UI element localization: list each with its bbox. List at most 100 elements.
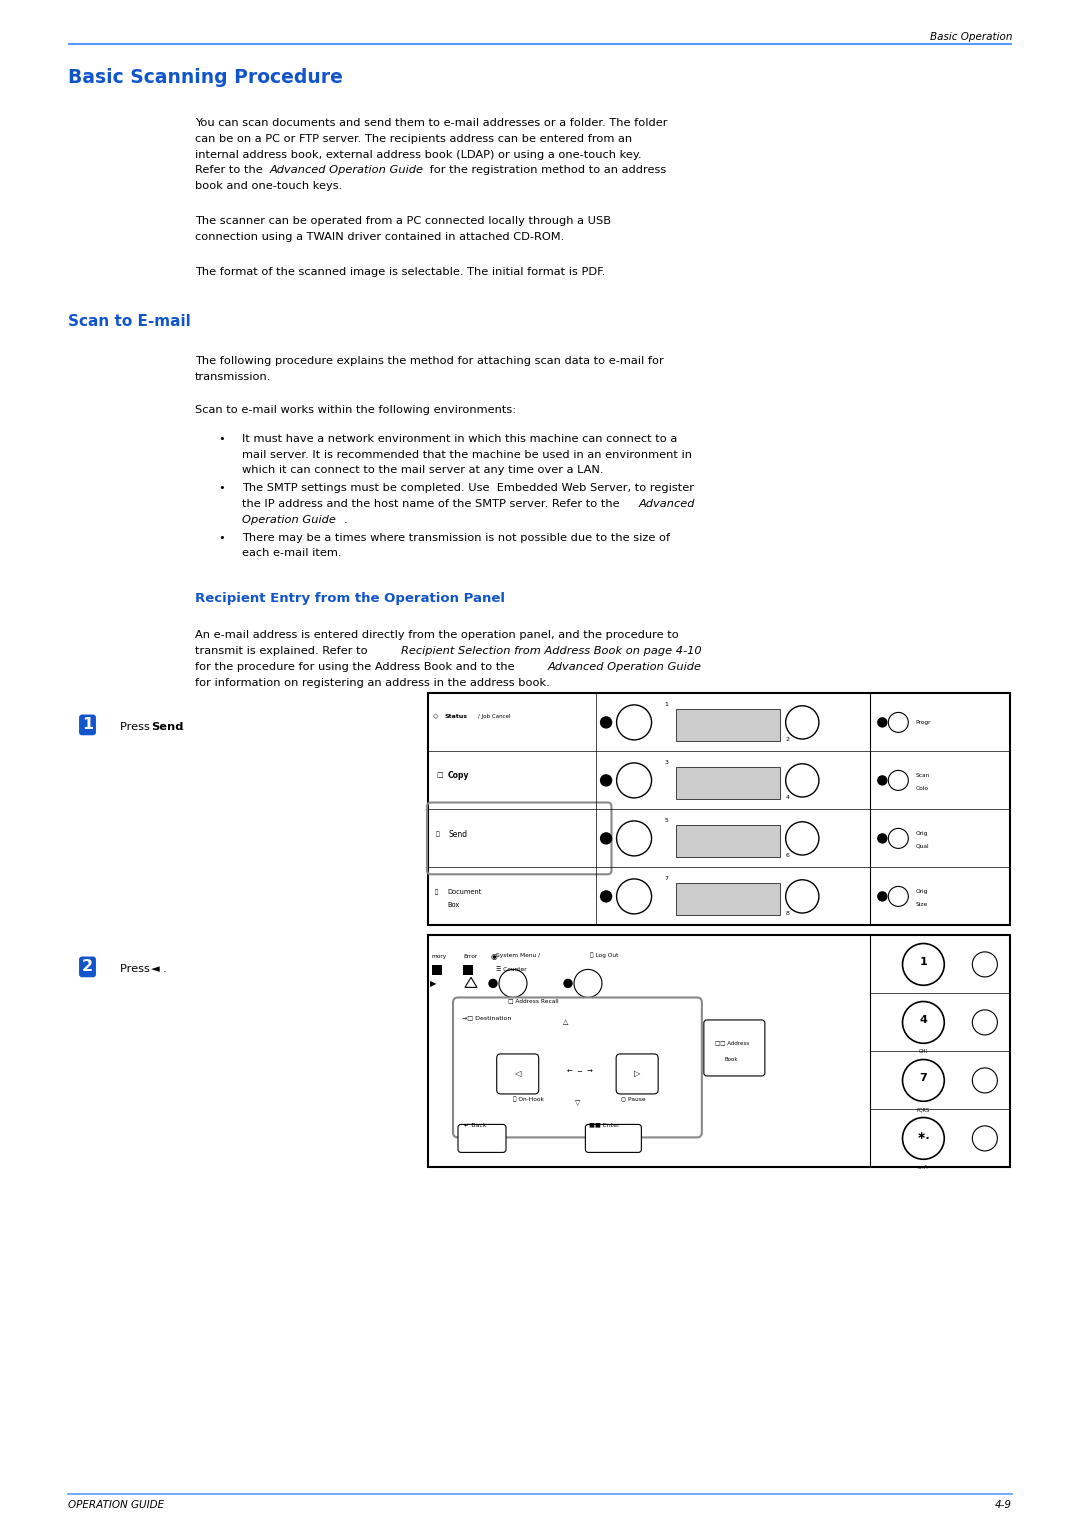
FancyBboxPatch shape <box>704 1021 765 1076</box>
Text: ▶: ▶ <box>430 979 436 989</box>
Text: △: △ <box>563 1019 568 1025</box>
Text: ←: ← <box>567 1070 572 1074</box>
Text: Advanced Operation Guide: Advanced Operation Guide <box>270 165 423 176</box>
Text: •: • <box>218 434 225 443</box>
Circle shape <box>564 979 572 987</box>
Text: 7: 7 <box>664 876 669 882</box>
Text: Advanced Operation Guide: Advanced Operation Guide <box>548 662 702 672</box>
Text: ▽: ▽ <box>575 1100 580 1106</box>
Text: Operation Guide: Operation Guide <box>242 515 336 524</box>
Text: 1: 1 <box>664 701 667 707</box>
Text: An e-mail address is entered directly from the operation panel, and the procedur: An e-mail address is entered directly fr… <box>195 630 678 640</box>
Text: 2: 2 <box>785 736 789 743</box>
Text: Book: Book <box>725 1057 739 1062</box>
FancyBboxPatch shape <box>428 935 1010 1167</box>
Text: Recipient Entry from the Operation Panel: Recipient Entry from the Operation Panel <box>195 593 505 605</box>
Text: The scanner can be operated from a PC connected locally through a USB: The scanner can be operated from a PC co… <box>195 215 611 226</box>
Text: Error: Error <box>463 953 477 960</box>
Circle shape <box>903 1059 944 1102</box>
Text: Status: Status <box>444 714 467 718</box>
Circle shape <box>889 770 908 790</box>
FancyBboxPatch shape <box>585 1125 642 1152</box>
Circle shape <box>573 969 602 998</box>
Text: for information on registering an address in the address book.: for information on registering an addres… <box>195 677 550 688</box>
Text: □ Address Recall: □ Address Recall <box>508 998 558 1002</box>
Text: ☰ Counter: ☰ Counter <box>496 967 527 972</box>
Circle shape <box>889 712 908 732</box>
FancyBboxPatch shape <box>497 1054 539 1094</box>
Text: →□ Destination: →□ Destination <box>462 1015 511 1021</box>
Text: a↔A: a↔A <box>918 1166 929 1170</box>
Text: PQRS: PQRS <box>917 1108 930 1112</box>
FancyBboxPatch shape <box>428 694 1010 926</box>
Text: OPERATION GUIDE: OPERATION GUIDE <box>68 1500 164 1510</box>
Text: →: → <box>586 1070 592 1074</box>
Text: 1: 1 <box>82 718 93 732</box>
Text: Box: Box <box>447 903 459 909</box>
Text: Size: Size <box>916 902 928 908</box>
Text: There may be a times where transmission is not possible due to the size of: There may be a times where transmission … <box>242 533 670 542</box>
Circle shape <box>600 891 611 902</box>
Text: ◇: ◇ <box>433 714 438 720</box>
Text: Copy: Copy <box>448 772 470 779</box>
Text: Scan: Scan <box>916 773 930 778</box>
Text: Orig: Orig <box>916 889 928 894</box>
Text: transmission.: transmission. <box>195 373 271 382</box>
Circle shape <box>903 943 944 986</box>
Circle shape <box>617 704 651 740</box>
Text: The following procedure explains the method for attaching scan data to e-mail fo: The following procedure explains the met… <box>195 356 664 367</box>
Text: 1: 1 <box>919 958 928 967</box>
Text: Document: Document <box>447 889 482 895</box>
Text: can be on a PC or FTP server. The recipients address can be entered from an: can be on a PC or FTP server. The recipi… <box>195 134 632 144</box>
Circle shape <box>903 1001 944 1044</box>
Circle shape <box>617 821 651 856</box>
Circle shape <box>889 886 908 906</box>
Text: ⎕ On-Hook: ⎕ On-Hook <box>513 1096 543 1102</box>
Text: ⎕: ⎕ <box>435 889 438 895</box>
Text: 7: 7 <box>919 1073 928 1083</box>
Text: 4: 4 <box>785 795 789 799</box>
Circle shape <box>878 892 887 902</box>
Text: book and one-touch keys.: book and one-touch keys. <box>195 182 342 191</box>
Text: •: • <box>218 533 225 542</box>
Text: ◁: ◁ <box>514 1070 521 1079</box>
Text: ◄: ◄ <box>151 964 160 975</box>
Circle shape <box>489 979 497 987</box>
Text: .: . <box>163 964 166 975</box>
Bar <box>676 767 780 799</box>
Circle shape <box>878 834 887 843</box>
Text: 5: 5 <box>664 817 667 824</box>
Text: ⎕: ⎕ <box>436 831 440 837</box>
FancyBboxPatch shape <box>458 1125 507 1152</box>
Circle shape <box>617 879 651 914</box>
Text: ▷: ▷ <box>634 1070 640 1079</box>
Circle shape <box>903 1117 944 1160</box>
Text: Advanced: Advanced <box>638 500 696 509</box>
Circle shape <box>600 833 611 843</box>
Text: Colo: Colo <box>916 785 929 792</box>
Text: 6: 6 <box>785 853 789 857</box>
Bar <box>676 709 780 741</box>
Text: Press: Press <box>120 723 153 732</box>
Text: mail server. It is recommended that the machine be used in an environment in: mail server. It is recommended that the … <box>242 449 692 460</box>
Text: ↵ Back: ↵ Back <box>464 1123 487 1128</box>
Text: Scan to e-mail works within the following environments:: Scan to e-mail works within the followin… <box>195 405 516 416</box>
Text: •: • <box>218 483 225 494</box>
Text: .: . <box>181 723 185 732</box>
Text: Basic Scanning Procedure: Basic Scanning Procedure <box>68 69 342 87</box>
Text: You can scan documents and send them to e-mail addresses or a folder. The folder: You can scan documents and send them to … <box>195 118 667 128</box>
Text: for the registration method to an address: for the registration method to an addres… <box>427 165 666 176</box>
Text: internal address book, external address book (LDAP) or using a one-touch key.: internal address book, external address … <box>195 150 642 159</box>
Text: −: − <box>577 1070 582 1074</box>
Text: ■■ Enter: ■■ Enter <box>590 1123 620 1128</box>
Text: Orig: Orig <box>916 831 928 836</box>
Text: ○ Pause: ○ Pause <box>621 1097 646 1102</box>
Text: Scan to E-mail: Scan to E-mail <box>68 315 191 330</box>
Bar <box>676 825 780 857</box>
Circle shape <box>617 762 651 798</box>
Bar <box>432 966 442 975</box>
Text: 2: 2 <box>82 960 93 975</box>
Text: for the procedure for using the Address Book and to the: for the procedure for using the Address … <box>195 662 518 672</box>
Circle shape <box>972 1126 998 1151</box>
Text: Recipient Selection from Address Book on page 4-10: Recipient Selection from Address Book on… <box>402 646 702 656</box>
